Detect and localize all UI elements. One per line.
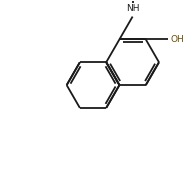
Text: NH: NH [126, 4, 139, 13]
Text: OH: OH [171, 35, 185, 44]
